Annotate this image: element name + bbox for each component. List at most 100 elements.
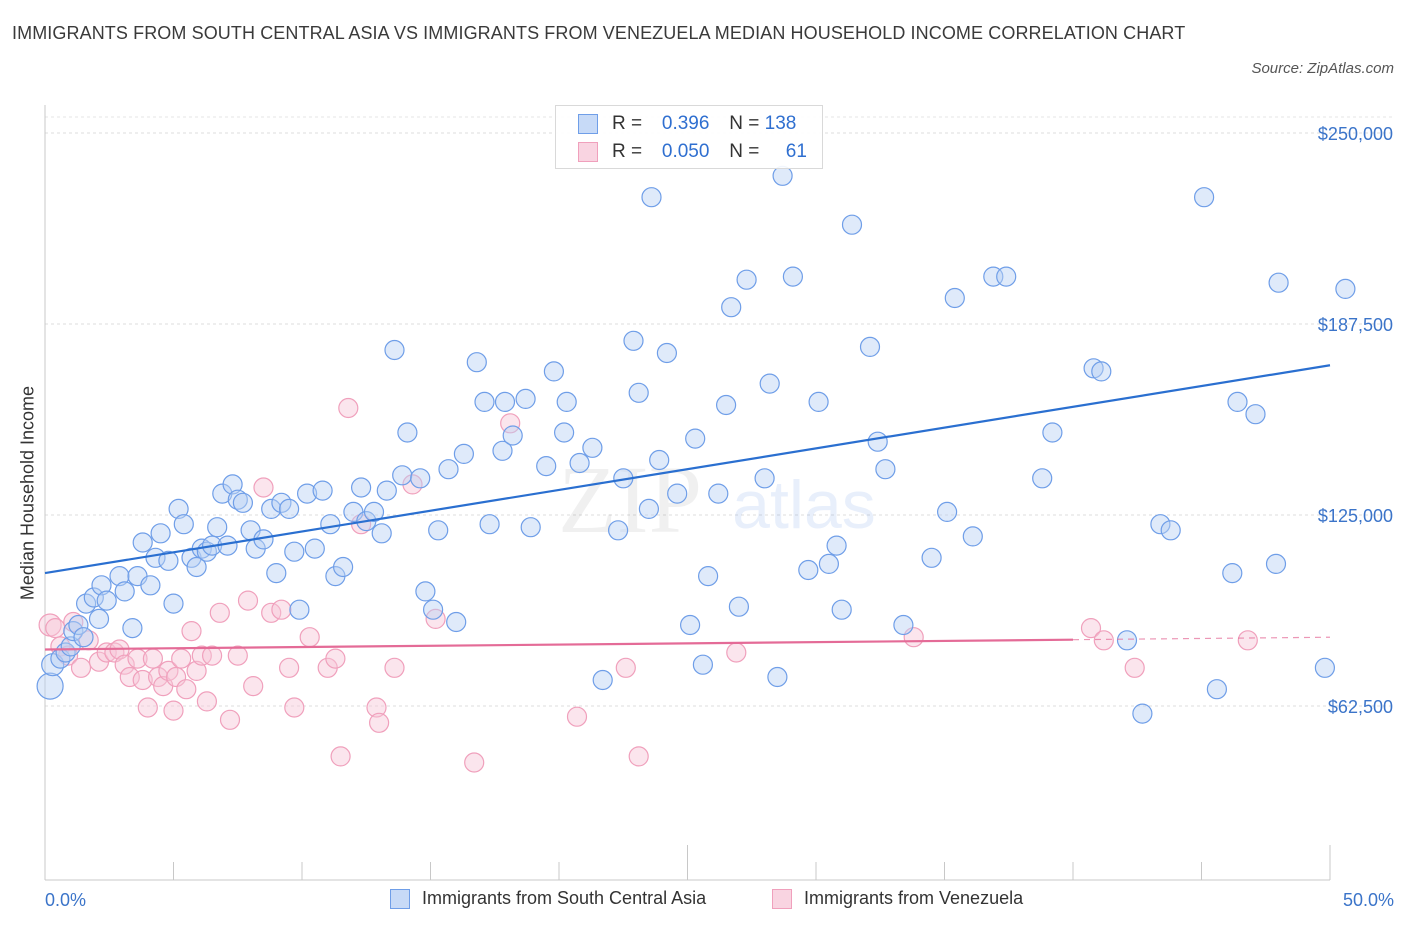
data-point (841, 214, 863, 235)
data-point (553, 422, 575, 443)
data-point (492, 440, 513, 461)
trend-line-pink (44, 638, 1074, 651)
y-tick-label: $250,000 (1318, 124, 1393, 144)
data-point (536, 456, 557, 477)
legend-n-label: N = (729, 113, 760, 134)
data-point (384, 339, 405, 361)
source-label: Source: ZipAtlas.com (1251, 60, 1394, 77)
series-swatch-blue (390, 888, 410, 909)
data-point (232, 492, 253, 513)
data-point (88, 608, 110, 630)
data-point (330, 746, 351, 767)
data-point (148, 666, 169, 688)
data-point (466, 352, 487, 373)
axes (44, 105, 1331, 881)
south-central-asia-points (36, 165, 1356, 724)
data-point (1222, 562, 1243, 584)
data-point (638, 498, 660, 519)
data-point (628, 382, 649, 403)
data-point (831, 599, 852, 620)
data-point (479, 514, 500, 535)
data-point (582, 437, 603, 458)
data-point (721, 297, 742, 318)
data-point (1206, 679, 1228, 700)
data-point (944, 287, 965, 309)
data-point (1268, 272, 1289, 293)
data-point (1091, 361, 1112, 382)
data-point (142, 648, 163, 669)
data-point (423, 599, 444, 620)
data-point (715, 394, 737, 416)
series-label-pink: Immigrants from Venezuela (804, 888, 1024, 908)
data-point (708, 483, 729, 504)
data-point (736, 269, 757, 290)
data-point (474, 391, 495, 412)
watermark: ZIP atlas (558, 446, 876, 553)
data-point (1227, 391, 1248, 412)
legend-r-value-blue: 0.396 (661, 113, 710, 134)
data-point (808, 391, 829, 412)
data-point (253, 477, 274, 498)
data-point (384, 657, 405, 678)
series-legend-item-pink[interactable]: Immigrants from Venezuela (772, 888, 1023, 909)
data-point (173, 514, 194, 535)
y-tick-labels: $62,500 $125,000 $187,500 $250,000 (1318, 124, 1393, 717)
data-point (410, 468, 431, 489)
data-point (299, 627, 320, 648)
data-point (119, 666, 140, 688)
data-point (566, 706, 588, 727)
data-point (759, 373, 780, 394)
data-point (219, 709, 241, 730)
data-point (1265, 553, 1287, 575)
data-point (1093, 630, 1114, 651)
series-legend-item-blue[interactable]: Immigrants from South Central Asia (390, 888, 706, 909)
data-point (68, 614, 89, 636)
data-point (453, 443, 474, 464)
legend-row-pink: R = 0.050 N = 61 (578, 140, 807, 164)
data-point (692, 654, 714, 675)
data-point (181, 620, 202, 642)
data-point (1314, 657, 1336, 678)
data-point (556, 391, 577, 412)
data-point (754, 468, 775, 489)
legend-swatch-pink (578, 142, 598, 162)
data-point (1042, 422, 1063, 443)
data-point (202, 645, 223, 666)
data-point (728, 596, 750, 617)
trend-line-pink-extension (1072, 636, 1331, 641)
data-point (163, 700, 184, 721)
data-point (875, 459, 896, 480)
y-tick-label: $62,500 (1328, 697, 1393, 717)
data-point (1124, 657, 1145, 678)
data-point (91, 575, 112, 596)
legend-row-blue: R = 0.396 N = 138 (578, 112, 796, 136)
data-point (363, 501, 385, 522)
legend-n-label: N = (729, 141, 760, 162)
data-point (209, 602, 230, 623)
data-point (502, 425, 523, 446)
data-point (163, 593, 184, 614)
data-point (261, 498, 282, 519)
data-point (227, 645, 248, 666)
data-point (1080, 617, 1102, 639)
data-point (893, 614, 914, 636)
data-point (237, 590, 259, 611)
data-point (83, 587, 104, 608)
data-point (697, 565, 719, 587)
data-point (607, 520, 629, 541)
data-point (140, 575, 161, 596)
data-point (996, 266, 1017, 287)
data-point (415, 581, 436, 602)
data-point (494, 391, 516, 412)
data-point (397, 422, 418, 443)
data-point (649, 449, 670, 471)
data-point (122, 617, 143, 639)
data-point (351, 477, 372, 498)
trend-lines (44, 364, 1331, 651)
data-point (366, 697, 387, 718)
data-point (1245, 404, 1266, 425)
data-point (1335, 278, 1356, 299)
data-point (798, 559, 819, 581)
y-tick-label: $187,500 (1318, 315, 1393, 335)
data-point (114, 654, 135, 675)
